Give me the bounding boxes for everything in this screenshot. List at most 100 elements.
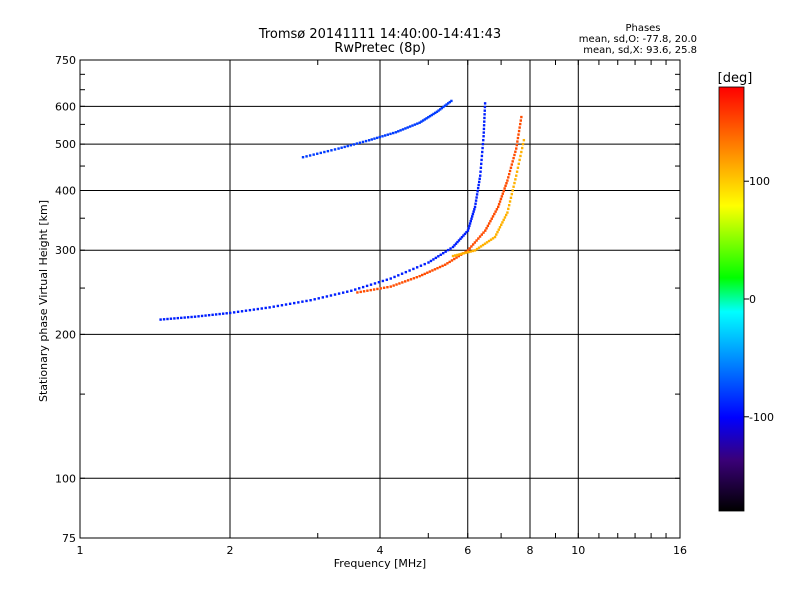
data-point-o: [343, 145, 346, 149]
data-point-o: [404, 127, 407, 130]
data-point-o: [240, 310, 244, 313]
data-point-o: [401, 128, 405, 131]
data-point-o: [323, 150, 326, 154]
data-point-o: [354, 288, 357, 291]
data-point-o: [477, 180, 481, 184]
data-point-x: [423, 272, 426, 276]
data-point-o: [469, 219, 472, 223]
data-point-o: [420, 120, 423, 123]
data-points: [159, 99, 526, 321]
data-point-o: [301, 156, 305, 159]
data-point-o: [183, 316, 186, 319]
data-point-o: [369, 283, 373, 286]
data-point-x: [518, 158, 521, 162]
data-point-x: [457, 254, 461, 258]
data-point-o: [204, 314, 207, 317]
data-point-x: [376, 287, 379, 291]
data-point-x: [462, 252, 466, 255]
data-point-x: [520, 115, 523, 119]
data-point-o: [352, 143, 356, 146]
y-tick-label: 75: [62, 532, 76, 545]
data-point-o: [423, 118, 427, 121]
data-point-x: [482, 231, 485, 234]
data-point-x: [415, 276, 418, 279]
x-tick-label: 16: [673, 544, 687, 557]
data-point-x: [511, 189, 514, 192]
x-tick-label: 2: [227, 544, 234, 557]
data-point-o: [325, 295, 329, 298]
data-point-o: [479, 166, 483, 169]
data-point-o: [373, 137, 376, 140]
data-point-o: [473, 205, 477, 209]
data-point-o: [186, 316, 190, 319]
data-point-o: [481, 146, 484, 150]
data-point-x: [493, 235, 497, 239]
legend-title: Phases: [625, 23, 660, 34]
data-point-x: [478, 235, 482, 238]
data-point-o: [358, 141, 362, 144]
data-point-x: [475, 247, 479, 251]
data-point-o: [476, 190, 479, 193]
data-point-o: [280, 304, 284, 307]
data-point-o: [381, 135, 384, 138]
data-point-o: [418, 121, 421, 124]
data-point-o: [333, 148, 337, 151]
data-point-o: [301, 300, 304, 303]
data-point-o: [386, 133, 390, 136]
data-point-o: [432, 112, 435, 116]
data-point-o: [470, 217, 473, 220]
data-point-o: [197, 315, 200, 318]
data-point-o: [437, 109, 440, 112]
data-point-o: [472, 210, 475, 213]
data-point-x: [389, 285, 392, 288]
data-point-x: [486, 224, 490, 228]
data-point-x: [468, 247, 471, 250]
data-point-x: [412, 277, 416, 280]
data-point-o: [381, 279, 385, 283]
data-point-o: [383, 134, 387, 137]
data-point-o: [480, 158, 483, 162]
data-point-o: [389, 277, 392, 280]
data-point-x: [517, 133, 520, 136]
data-point-x: [470, 245, 473, 248]
data-point-x: [496, 230, 499, 234]
data-point-o: [326, 149, 330, 153]
data-point-o: [412, 267, 415, 271]
data-point-x: [516, 136, 520, 140]
data-point-x: [406, 279, 410, 282]
data-point-x: [487, 222, 491, 225]
data-point-o: [214, 313, 218, 316]
x-tick-label: 1: [77, 544, 84, 557]
data-point-o: [305, 155, 308, 158]
data-point-x: [481, 243, 485, 247]
data-point-x: [518, 126, 521, 129]
data-point-o: [329, 294, 333, 297]
data-point-x: [448, 260, 451, 264]
data-point-o: [408, 125, 412, 128]
data-point-o: [445, 103, 448, 106]
data-point-x: [379, 287, 382, 290]
data-point-x: [487, 239, 491, 243]
data-point-o: [448, 100, 452, 104]
data-point-x: [515, 143, 519, 147]
y-tick-label: 200: [55, 328, 76, 341]
data-point-x: [513, 153, 516, 157]
data-point-x: [401, 281, 404, 284]
data-point-o: [236, 310, 240, 314]
data-point-o: [481, 142, 485, 146]
data-point-x: [507, 176, 510, 179]
data-point-o: [483, 102, 487, 105]
data-point-o: [429, 259, 433, 263]
data-point-x: [494, 210, 497, 213]
y-tick-label: 300: [55, 244, 76, 257]
data-point-o: [349, 144, 352, 147]
data-point-x: [498, 226, 502, 229]
colorbar-tick-label: -100: [749, 411, 774, 424]
data-point-o: [159, 318, 162, 321]
data-point-x: [510, 192, 514, 196]
data-point-x: [428, 270, 432, 273]
data-point-o: [475, 196, 478, 199]
data-point-x: [499, 197, 503, 201]
data-point-x: [485, 227, 488, 230]
data-point-o: [454, 242, 458, 245]
